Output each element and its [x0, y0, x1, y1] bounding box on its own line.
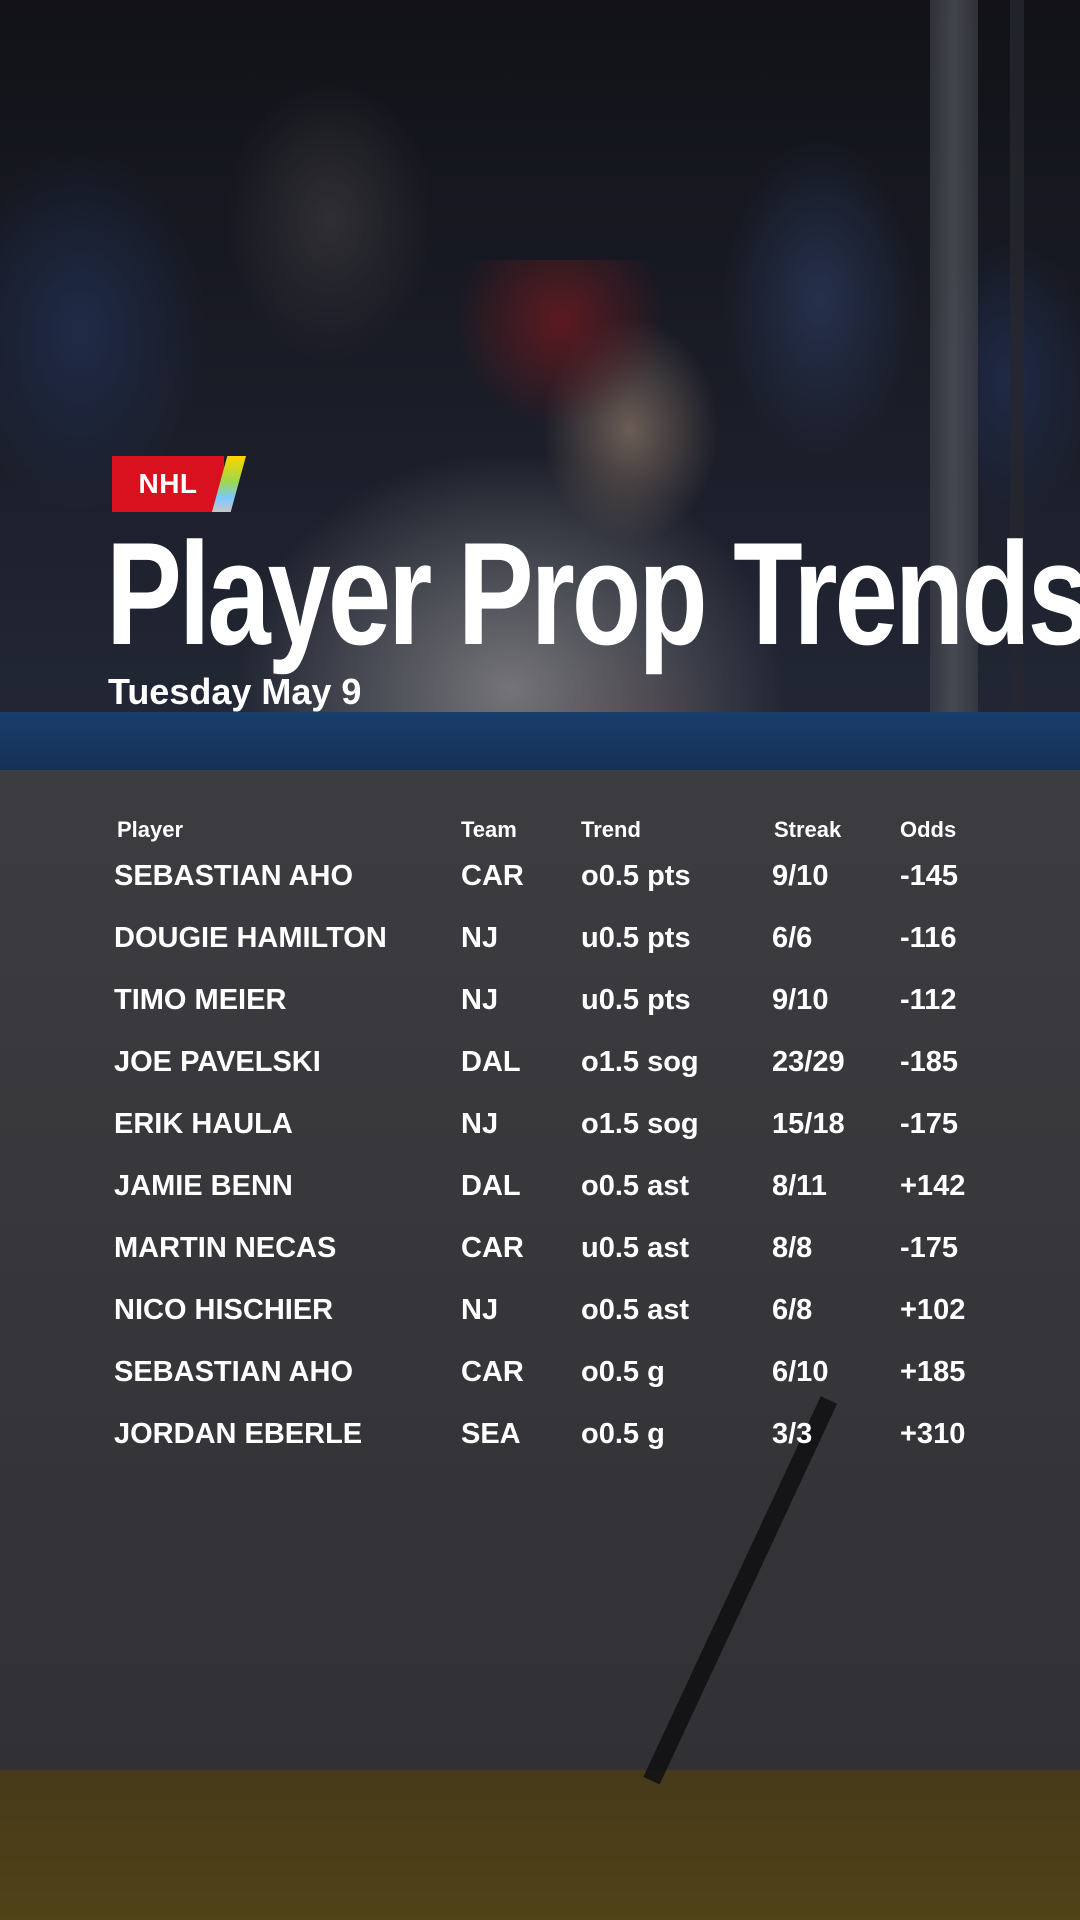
odds-value: +185 [900, 1356, 966, 1388]
column-header-streak: Streak [774, 817, 842, 842]
streak-value: 9/10 [772, 984, 829, 1016]
streak-value: 6/6 [772, 922, 813, 954]
odds-value: -112 [900, 984, 957, 1016]
trend-value: u0.5 ast [581, 1232, 689, 1264]
table-row: JOE PAVELSKI DAL o1.5 sog 23/29 -185 [0, 1034, 1080, 1096]
streak-value: 23/29 [772, 1046, 845, 1078]
league-badge-box: NHL [112, 456, 224, 512]
team-abbr: DAL [461, 1170, 521, 1202]
table-body: SEBASTIAN AHO CAR o0.5 pts 9/10 -145 DOUGIE H… [0, 848, 1080, 1468]
trend-value: o0.5 ast [581, 1170, 689, 1202]
trend-value: u0.5 pts [581, 922, 691, 954]
column-header-player: Player [117, 817, 184, 842]
table-row: TIMO MEIER NJ u0.5 pts 9/10 -112 [0, 972, 1080, 1034]
team-abbr: CAR [461, 1356, 524, 1388]
team-abbr: CAR [461, 1232, 524, 1264]
trend-value: u0.5 pts [581, 984, 691, 1016]
odds-value: -175 [900, 1232, 959, 1264]
league-label: NHL [138, 468, 198, 499]
team-abbr: DAL [461, 1046, 521, 1078]
odds-value: +102 [900, 1294, 966, 1326]
team-abbr: NJ [461, 1294, 499, 1326]
rink-boards [0, 770, 1080, 1770]
odds-value: -145 [900, 860, 959, 892]
table-row: ERIK HAULA NJ o1.5 sog 15/18 -175 [0, 1096, 1080, 1158]
streak-value: 15/18 [772, 1108, 845, 1140]
table-row: SEBASTIAN AHO CAR o0.5 g 6/10 +185 [0, 1344, 1080, 1406]
league-badge: NHL [112, 456, 248, 512]
trend-value: o1.5 sog [581, 1108, 699, 1140]
odds-value: +310 [900, 1418, 966, 1450]
odds-value: -116 [900, 922, 957, 954]
streak-value: 6/8 [772, 1294, 813, 1326]
table-row: NICO HISCHIER NJ o0.5 ast 6/8 +102 [0, 1282, 1080, 1344]
page-date: Tuesday May 9 [108, 671, 362, 712]
player-name: ERIK HAULA [114, 1108, 293, 1140]
column-header-team: Team [461, 817, 517, 842]
streak-value: 9/10 [772, 860, 829, 892]
odds-value: -175 [900, 1108, 959, 1140]
streak-value: 8/11 [772, 1170, 827, 1202]
kick-plate [0, 1770, 1080, 1920]
trend-value: o0.5 ast [581, 1294, 689, 1326]
table-row: MARTIN NECAS CAR u0.5 ast 8/8 -175 [0, 1220, 1080, 1282]
team-abbr: NJ [461, 984, 499, 1016]
team-abbr: SEA [461, 1418, 521, 1450]
table-row: SEBASTIAN AHO CAR o0.5 pts 9/10 -145 [0, 848, 1080, 910]
streak-value: 3/3 [772, 1418, 813, 1450]
table-row: JAMIE BENN DAL o0.5 ast 8/11 +142 [0, 1158, 1080, 1220]
glass-divider-2 [1010, 0, 1024, 720]
player-name: JOE PAVELSKI [114, 1046, 321, 1078]
team-abbr: NJ [461, 1108, 499, 1140]
streak-value: 8/8 [772, 1232, 813, 1264]
streak-value: 6/10 [772, 1356, 829, 1388]
player-name: MARTIN NECAS [114, 1232, 337, 1264]
player-name: TIMO MEIER [114, 984, 287, 1016]
column-header-trend: Trend [581, 817, 641, 842]
trend-value: o0.5 g [581, 1418, 665, 1450]
player-name: SEBASTIAN AHO [114, 860, 353, 892]
table-row: JORDAN EBERLE SEA o0.5 g 3/3 +310 [0, 1406, 1080, 1468]
trend-value: o1.5 sog [581, 1046, 699, 1078]
team-abbr: NJ [461, 922, 499, 954]
odds-value: +142 [900, 1170, 966, 1202]
player-name: JORDAN EBERLE [114, 1418, 363, 1450]
player-name: SEBASTIAN AHO [114, 1356, 353, 1388]
rink-rail [0, 712, 1080, 770]
column-header-odds: Odds [900, 817, 957, 842]
trend-value: o0.5 g [581, 1356, 665, 1388]
odds-value: -185 [900, 1046, 959, 1078]
player-name: NICO HISCHIER [114, 1294, 334, 1326]
page-title: Player Prop Trends [106, 512, 1080, 675]
table-row: DOUGIE HAMILTON NJ u0.5 pts 6/6 -116 [0, 910, 1080, 972]
team-abbr: CAR [461, 860, 524, 892]
trend-value: o0.5 pts [581, 860, 691, 892]
trends-table: Player Team Trend Streak Odds SEBASTIAN … [0, 812, 1080, 1468]
table-header: Player Team Trend Streak Odds [0, 812, 1080, 848]
player-name: JAMIE BENN [114, 1170, 293, 1202]
player-name: DOUGIE HAMILTON [114, 922, 387, 954]
